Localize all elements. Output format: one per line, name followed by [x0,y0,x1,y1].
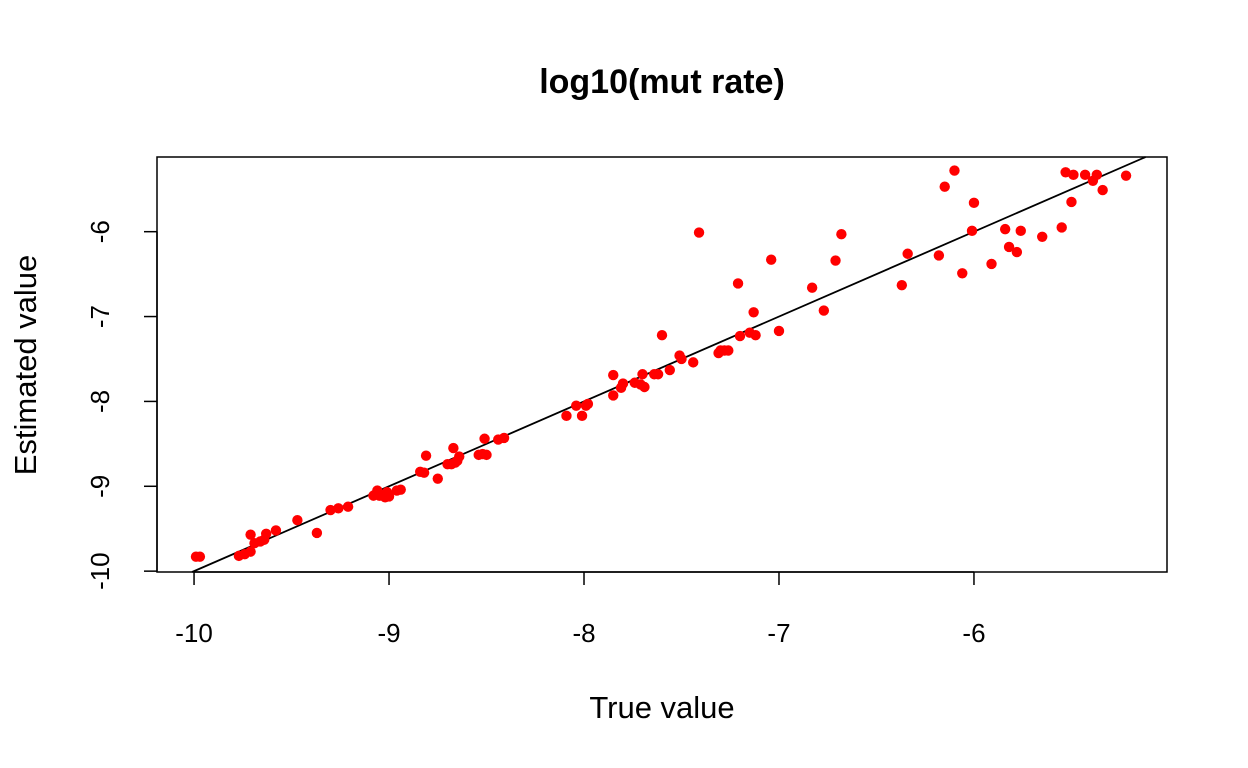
data-point [395,484,406,495]
data-point [656,330,668,341]
data-point [260,528,272,540]
data-point [561,410,572,422]
data-point [342,501,354,512]
data-point [1015,225,1026,237]
data-point [270,525,282,536]
data-point [637,369,648,380]
data-point [1056,222,1067,233]
x-tick-label: -7 [767,618,790,648]
data-point [617,378,629,389]
data-point [292,515,303,526]
data-point [1066,196,1077,208]
chart-title: log10(mut rate) [539,63,785,101]
data-point [1011,246,1023,258]
data-point [933,250,945,261]
y-tick-label: -7 [85,305,115,328]
data-point [765,254,777,265]
data-point [448,442,459,454]
points-layer [190,165,1132,562]
data-point [949,165,960,176]
data-point [902,248,913,259]
data-point [732,278,744,289]
x-tick-label: -9 [377,618,400,648]
data-point [818,305,830,316]
data-point [1097,184,1108,196]
data-point [432,473,443,484]
data-point [1091,169,1103,181]
data-point [734,330,746,342]
data-point [194,551,206,562]
data-point [773,325,785,337]
x-axis-label: True value [589,690,734,725]
data-point [896,279,908,291]
data-point [479,433,490,444]
data-point [652,369,664,380]
x-axis: -10 -9 -8 -7 -6 [175,571,986,648]
data-point [836,229,847,240]
data-point [481,449,492,461]
data-point [693,227,705,238]
y-axis: -10 -9 -8 -7 -6 [85,220,158,590]
data-point [418,467,430,478]
data-point [311,527,323,539]
data-point [1120,170,1132,181]
data-point [576,410,588,422]
data-point [498,432,510,444]
data-point [245,546,256,557]
x-tick-label: -10 [175,618,213,648]
data-point [1037,231,1048,242]
data-point [582,398,594,410]
data-point [986,258,997,270]
data-point [968,197,980,209]
data-point [723,345,734,356]
y-tick-label: -9 [85,475,115,498]
y-axis-label: Estimated value [8,255,43,476]
data-point [664,364,675,376]
plot-frame [156,156,1168,573]
data-point [806,282,818,293]
data-point [1079,169,1091,181]
data-point [999,223,1011,235]
y-tick-label: -8 [85,390,115,413]
data-point [639,381,650,393]
x-tick-label: -8 [572,618,595,648]
y-tick-label: -6 [85,220,115,243]
data-point [750,330,761,341]
data-point [687,357,699,368]
y-tick-label: -10 [85,552,115,590]
data-point [454,451,465,462]
data-point [830,255,841,266]
data-point [939,181,950,192]
data-point [957,268,968,279]
data-point [420,450,432,461]
data-point [1003,241,1015,253]
data-point [608,390,619,401]
data-point [245,529,256,540]
x-tick-label: -6 [962,618,985,648]
data-point [676,353,687,365]
data-point [1068,169,1079,181]
data-point [383,491,395,502]
data-point [608,369,619,381]
data-point [325,504,336,516]
data-point [748,307,759,318]
data-point [966,225,978,237]
data-point [333,503,344,514]
data-point [571,400,582,411]
